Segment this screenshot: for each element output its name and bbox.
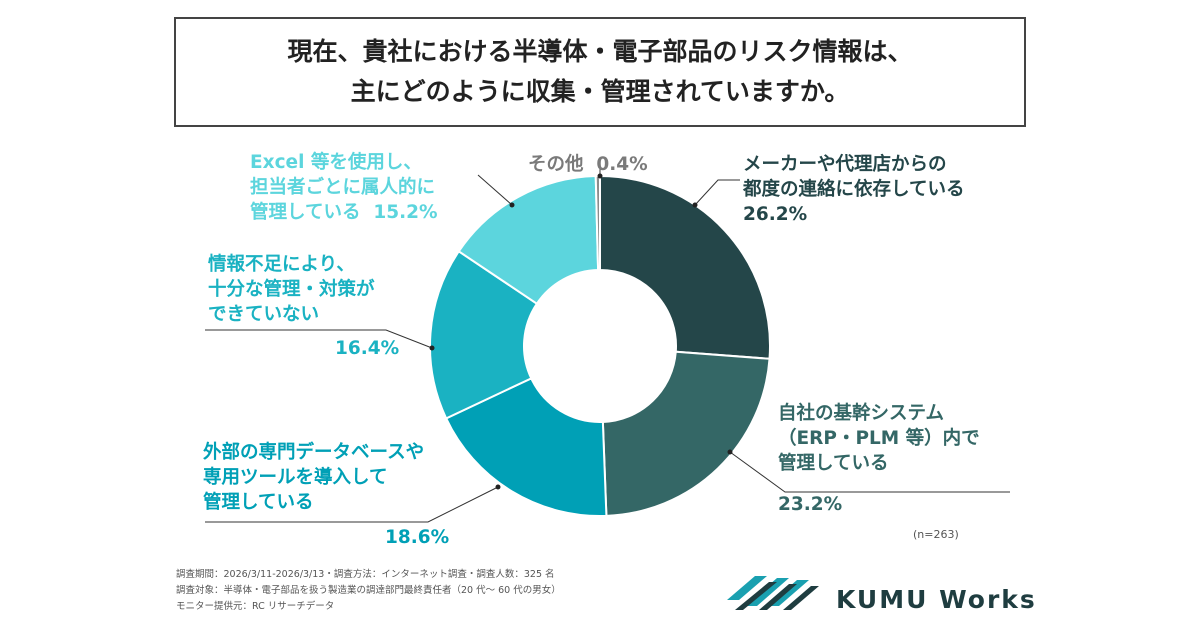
slice-5-line-2: 担当者ごとに属人的に (250, 177, 436, 198)
survey-note-2: 調査対象：半導体・電子部品を扱う製造業の調達部門最終責任者（20 代〜 60 代… (176, 585, 561, 596)
slice-5-line-3: 管理している (250, 202, 361, 223)
leader-dot-2 (727, 449, 733, 455)
leader-line-1 (694, 179, 740, 206)
slice-3-line-3: 管理している (203, 492, 314, 513)
leader-dot-4 (429, 345, 435, 351)
title-line-2: 主にどのように収集・管理されていますか。 (350, 77, 850, 106)
label-slice-6: その他 0.4% (528, 152, 648, 177)
label-slice-4: 情報不足により、 十分な管理・対策が できていない (208, 252, 375, 327)
slice-2-line-3: 管理している (778, 453, 889, 474)
slice-5-pct: 15.2% (373, 202, 438, 223)
leader-line-2 (729, 451, 1010, 493)
title-box: 現在、貴社における半導体・電子部品のリスク情報は、 主にどのように収集・管理され… (174, 17, 1026, 127)
slice-3-line-1: 外部の専門データベースや (203, 442, 425, 463)
survey-note-1: 調査期間：2026/3/11-2026/3/13・調査方法：インターネット調査・… (176, 569, 555, 580)
donut-slice-2 (601, 350, 771, 517)
slice-1-line-2: 都度の連絡に依存している (743, 179, 965, 200)
leader-dot-3 (495, 484, 501, 490)
slice-4-line-2: 十分な管理・対策が (208, 279, 375, 300)
leader-line-5 (477, 174, 513, 206)
donut-slice-5 (457, 175, 600, 306)
donut-slice-4 (429, 249, 539, 420)
title-line-1: 現在、貴社における半導体・電子部品のリスク情報は、 (287, 37, 913, 66)
survey-note-3: モニター提供元：RC リサーチデータ (176, 601, 335, 612)
pct-slice-2: 23.2% (778, 494, 843, 515)
slice-5-line-3-wrap: 管理している 15.2% (250, 200, 438, 225)
kumu-logo-icon (727, 576, 819, 610)
slice-6-pct: 0.4% (596, 154, 648, 175)
slice-1-line-1: メーカーや代理店からの (743, 154, 947, 175)
slice-4-line-1: 情報不足により、 (208, 254, 355, 275)
leader-line-4 (205, 329, 433, 349)
pct-slice-3: 18.6% (385, 527, 450, 548)
slice-2-line-1: 自社の基幹システム (778, 403, 944, 424)
logo-text: KUMU Works (836, 585, 1037, 614)
pct-slice-4: 16.4% (335, 338, 400, 359)
slice-2-line-2: （ERP・PLM 等）内で (778, 428, 980, 449)
label-slice-2: 自社の基幹システム （ERP・PLM 等）内で 管理している (778, 401, 980, 476)
donut-slice-3 (444, 377, 608, 517)
leader-dot-5 (509, 202, 515, 208)
sample-size: (n=263) (913, 528, 959, 541)
leader-dot-6 (597, 173, 603, 179)
donut-slice-1 (599, 174, 771, 360)
leader-dot-1 (692, 202, 698, 208)
slice-5-line-1: Excel 等を使用し、 (250, 152, 422, 173)
slice-3-line-2: 専用ツールを導入して (203, 467, 388, 488)
leader-line-3 (205, 486, 499, 523)
slice-1-pct: 26.2% (743, 204, 808, 225)
slice-6-line-1: その他 (528, 154, 584, 175)
label-slice-3: 外部の専門データベースや 専用ツールを導入して 管理している (203, 440, 424, 515)
label-slice-1: メーカーや代理店からの 都度の連絡に依存している 26.2% (743, 152, 964, 227)
label-slice-5: Excel 等を使用し、 担当者ごとに属人的に 管理している 15.2% (250, 150, 438, 225)
donut-slice-6 (594, 174, 601, 272)
slice-4-line-3: できていない (208, 304, 320, 325)
